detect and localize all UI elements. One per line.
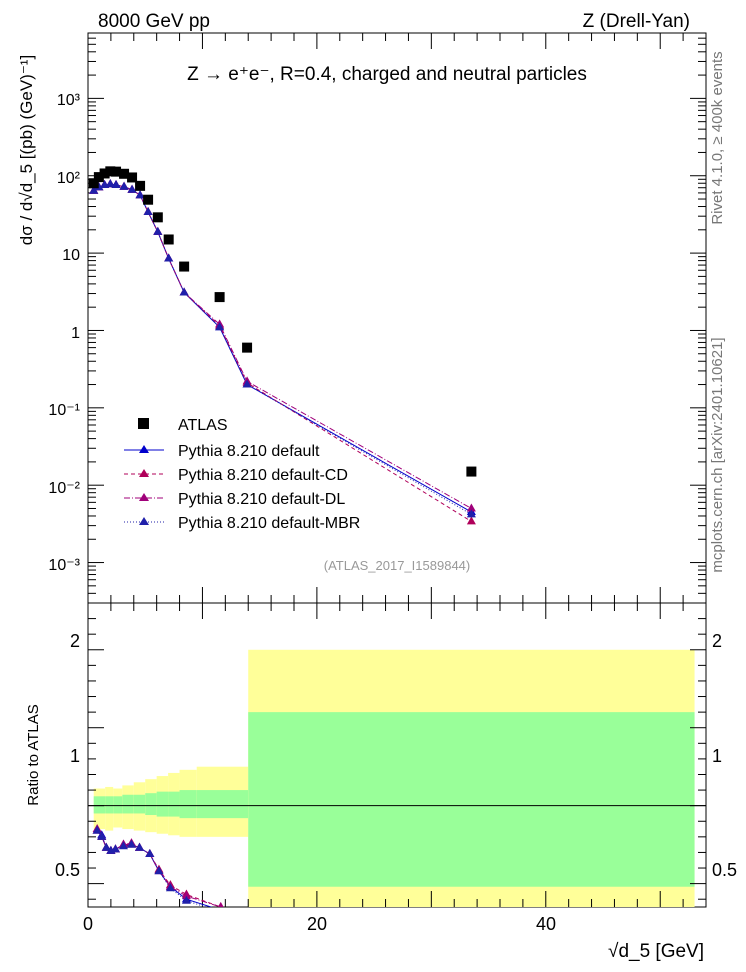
ratio-marker	[135, 842, 144, 851]
axis-ticks	[87, 32, 707, 907]
ratio-marker	[181, 895, 191, 904]
atlas-data-point	[127, 172, 138, 183]
ratio-tick-label-left: 0.5	[55, 860, 80, 880]
ratio-marker	[145, 848, 155, 857]
x-tick-label: 20	[307, 914, 327, 934]
atlas-data-point	[179, 261, 190, 272]
legend-label: Pythia 8.210 default-DL	[178, 491, 345, 508]
header-left: 8000 GeV pp	[98, 11, 210, 32]
legend-label: Pythia 8.210 default	[178, 443, 320, 460]
y-tick-label: 10⁻¹	[48, 402, 80, 419]
legend-label: Pythia 8.210 default-CD	[178, 467, 348, 484]
ratio-marker	[181, 891, 191, 900]
mc-marker	[105, 179, 115, 188]
uncertainty-band-green	[133, 794, 146, 814]
mc-marker	[127, 184, 137, 193]
mc-line	[93, 183, 472, 515]
mc-marker	[466, 509, 476, 518]
ratio-series-group	[92, 824, 224, 907]
y-tick-label: 10⁻²	[48, 480, 80, 497]
mc-line	[93, 183, 472, 513]
mc-marker	[143, 206, 153, 215]
ratio-marker	[92, 825, 102, 834]
y-tick-label: 10	[62, 247, 80, 264]
atlas-data-point	[93, 172, 104, 183]
atlas-data-point	[99, 168, 110, 179]
mc-marker	[242, 379, 252, 388]
uncertainty-band-green	[156, 791, 169, 817]
uncertainty-band-green	[93, 796, 106, 814]
atlas-data-point	[214, 292, 225, 303]
atlas-data-point	[119, 168, 130, 179]
rivet-version-text: Rivet 4.1.0, ≥ 400k events	[709, 51, 726, 224]
legend-marker-dl	[139, 493, 149, 501]
ratio-y-axis-label: Ratio to ATLAS	[25, 704, 42, 805]
atlas-data-point	[466, 466, 477, 477]
mc-marker	[153, 226, 163, 235]
legend-marker-default	[139, 445, 149, 453]
mc-marker	[119, 181, 129, 190]
ratio-tick-label-left: 1	[70, 746, 80, 766]
mc-marker	[111, 179, 121, 188]
atlas-data-point	[88, 178, 99, 189]
analysis-watermark: (ATLAS_2017_I1589844)	[324, 558, 470, 573]
ratio-tick-label-right: 2	[712, 631, 722, 651]
ratio-marker	[165, 883, 175, 892]
mcplots-text: mcplots.cern.ch [arXiv:2401.10621]	[709, 337, 726, 572]
legend: ATLAS Pythia 8.210 default Pythia 8.210 …	[124, 417, 360, 532]
mc-marker	[89, 185, 99, 194]
atlas-data-point	[111, 166, 122, 177]
mc-marker	[135, 190, 145, 199]
atlas-data-point	[143, 194, 154, 205]
y-tick-label: 10⁻³	[48, 557, 80, 574]
uncertainty-band-green	[145, 793, 157, 816]
legend-marker-mbr	[139, 517, 149, 525]
y-tick-label: 1	[71, 325, 80, 342]
mc-marker	[466, 516, 476, 525]
atlas-data-point	[163, 234, 174, 245]
legend-marker-cd	[139, 469, 149, 477]
ratio-marker	[126, 839, 136, 848]
ratio-marker	[220, 906, 221, 907]
uncertainty-band-green	[122, 794, 134, 814]
y-tick-label: 10²	[57, 170, 81, 187]
uncertainty-band-green	[113, 796, 123, 814]
uncertainty-band-green	[168, 791, 180, 817]
atlas-data-point	[152, 212, 163, 223]
ratio-tick-label-right: 1	[712, 746, 722, 766]
x-tick-label: 0	[83, 914, 93, 934]
mc-marker	[179, 287, 189, 296]
header-right: Z (Drell-Yan)	[583, 11, 690, 32]
ratio-tick-label-right: 0.5	[712, 860, 737, 880]
uncertainty-band-green	[248, 712, 695, 887]
mc-marker	[164, 253, 174, 262]
y-tick-label: 10³	[57, 92, 81, 109]
main-chart-title: Z → e⁺e⁻, R=0.4, charged and neutral par…	[187, 64, 587, 85]
atlas-data-point	[242, 342, 253, 353]
mc-marker	[215, 322, 225, 331]
uncertainty-band-green	[105, 796, 114, 814]
ratio-marker	[217, 902, 224, 907]
atlas-data-point	[105, 166, 116, 177]
ratio-tick-label-left: 2	[70, 631, 80, 651]
mc-marker	[94, 182, 104, 191]
legend-marker-atlas	[138, 418, 149, 429]
atlas-data-point	[135, 180, 146, 191]
uncertainty-band-green	[196, 790, 249, 819]
ratio-marker	[118, 841, 128, 850]
ratio-marker	[101, 842, 111, 851]
x-axis-label: √d_5 [GeV]	[608, 941, 704, 962]
legend-label: ATLAS	[178, 417, 228, 434]
legend-label: Pythia 8.210 default-MBR	[178, 515, 360, 532]
mc-marker	[466, 503, 476, 512]
data-marks	[88, 166, 477, 907]
ratio-marker	[154, 866, 164, 875]
main-y-axis-label: dσ / d√d_5 [(pb) (GeV)⁻¹]	[17, 55, 36, 245]
x-tick-label: 40	[536, 914, 556, 934]
uncertainty-band-green	[179, 790, 197, 819]
ratio-uncertainty-bands	[88, 649, 706, 907]
ratio-marker	[97, 831, 107, 840]
ratio-marker	[110, 844, 120, 853]
